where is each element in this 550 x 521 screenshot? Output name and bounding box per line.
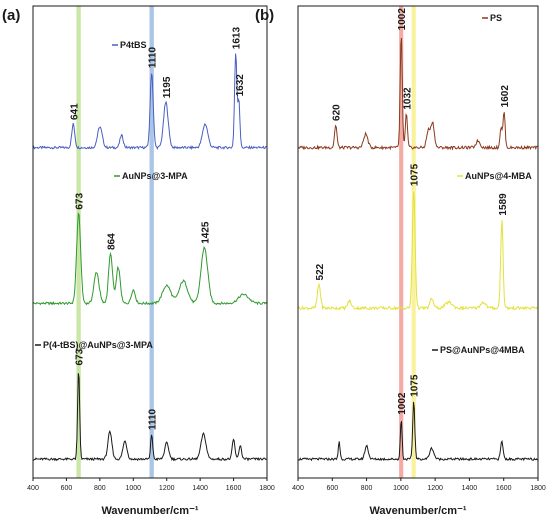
- peak-label-641: 641: [69, 103, 80, 120]
- x-tick-label-600: 600: [61, 485, 73, 492]
- peak-label-673: 673: [75, 193, 86, 210]
- x-axis-label: Wavenumber/cm⁻¹: [101, 505, 198, 517]
- x-tick-label-1400: 1400: [192, 485, 208, 492]
- spectrum-line-AuNPs@4-MBA: [297, 191, 539, 311]
- plot-frame: [297, 5, 539, 479]
- plot-frame: [32, 5, 268, 479]
- legend-label-P(4-tBS)@AuNPs@3-MPA: P(4-tBS)@AuNPs@3-MPA: [43, 340, 153, 350]
- peak-label-1110: 1110: [148, 46, 159, 68]
- x-tick-label-400: 400: [292, 485, 304, 492]
- peak-label-620: 620: [332, 104, 343, 121]
- peak-label-1075: 1075: [410, 374, 421, 397]
- x-tick-label-800: 800: [94, 485, 106, 492]
- x-tick-label-1200: 1200: [159, 485, 175, 492]
- highlight-band-1002: [399, 6, 404, 478]
- x-tick-label-1800: 1800: [530, 485, 546, 492]
- x-axis-label: Wavenumber/cm⁻¹: [369, 505, 466, 517]
- peak-label-1032: 1032: [402, 87, 413, 110]
- x-tick-label-800: 800: [361, 485, 373, 492]
- peak-label-1195: 1195: [162, 76, 173, 98]
- x-tick-label-1400: 1400: [462, 485, 478, 492]
- peak-label-1602: 1602: [500, 85, 511, 108]
- highlight-band-1075: [411, 6, 416, 478]
- peak-label-1425: 1425: [200, 221, 211, 244]
- peak-label-1632: 1632: [235, 74, 246, 97]
- panel-label: (a): [2, 7, 20, 24]
- spectrum-line-PS@AuNPs@4MBA: [297, 401, 539, 462]
- legend-label-P4tBS: P4tBS: [120, 40, 147, 50]
- peak-label-864: 864: [107, 233, 118, 250]
- legend-label-AuNPs@4-MBA: AuNPs@4-MBA: [465, 171, 532, 181]
- legend-label-AuNPs@3-MPA: AuNPs@3-MPA: [122, 171, 188, 181]
- legend-label-PS@AuNPs@4MBA: PS@AuNPs@4MBA: [440, 345, 525, 355]
- x-tick-label-400: 400: [27, 485, 39, 492]
- peak-label-673: 673: [75, 348, 86, 365]
- spectrum-line-P(4-tBS)@AuNPs@3-MPA: [32, 373, 268, 462]
- x-tick-label-1600: 1600: [226, 485, 242, 492]
- x-tick-label-1000: 1000: [393, 485, 409, 492]
- peak-label-1110: 1110: [148, 408, 159, 430]
- x-tick-label-1200: 1200: [427, 485, 443, 492]
- panel-label: (b): [255, 7, 274, 24]
- x-tick-label-1800: 1800: [259, 485, 275, 492]
- spectrum-line-P4tBS: [32, 53, 268, 151]
- x-tick-label-600: 600: [326, 485, 338, 492]
- peak-label-1613: 1613: [232, 27, 243, 50]
- panel-b: 620 1002 1032 1602 PS 522 1075 1589 AuNPs@4-MBA 1…: [255, 5, 546, 517]
- peak-label-1075: 1075: [410, 163, 421, 186]
- peak-label-522: 522: [315, 263, 326, 280]
- x-tick-label-1000: 1000: [125, 485, 141, 492]
- peak-label-1589: 1589: [498, 193, 509, 216]
- peak-label-1002: 1002: [397, 8, 408, 31]
- spectrum-line-PS: [297, 38, 539, 151]
- legend-label-PS: PS: [490, 13, 502, 23]
- highlight-band-673: [76, 6, 81, 478]
- x-tick-label-1600: 1600: [496, 485, 512, 492]
- highlight-band-1110: [149, 6, 154, 478]
- peak-label-1002: 1002: [397, 392, 408, 415]
- spectrum-line-AuNPs@3-MPA: [32, 212, 268, 306]
